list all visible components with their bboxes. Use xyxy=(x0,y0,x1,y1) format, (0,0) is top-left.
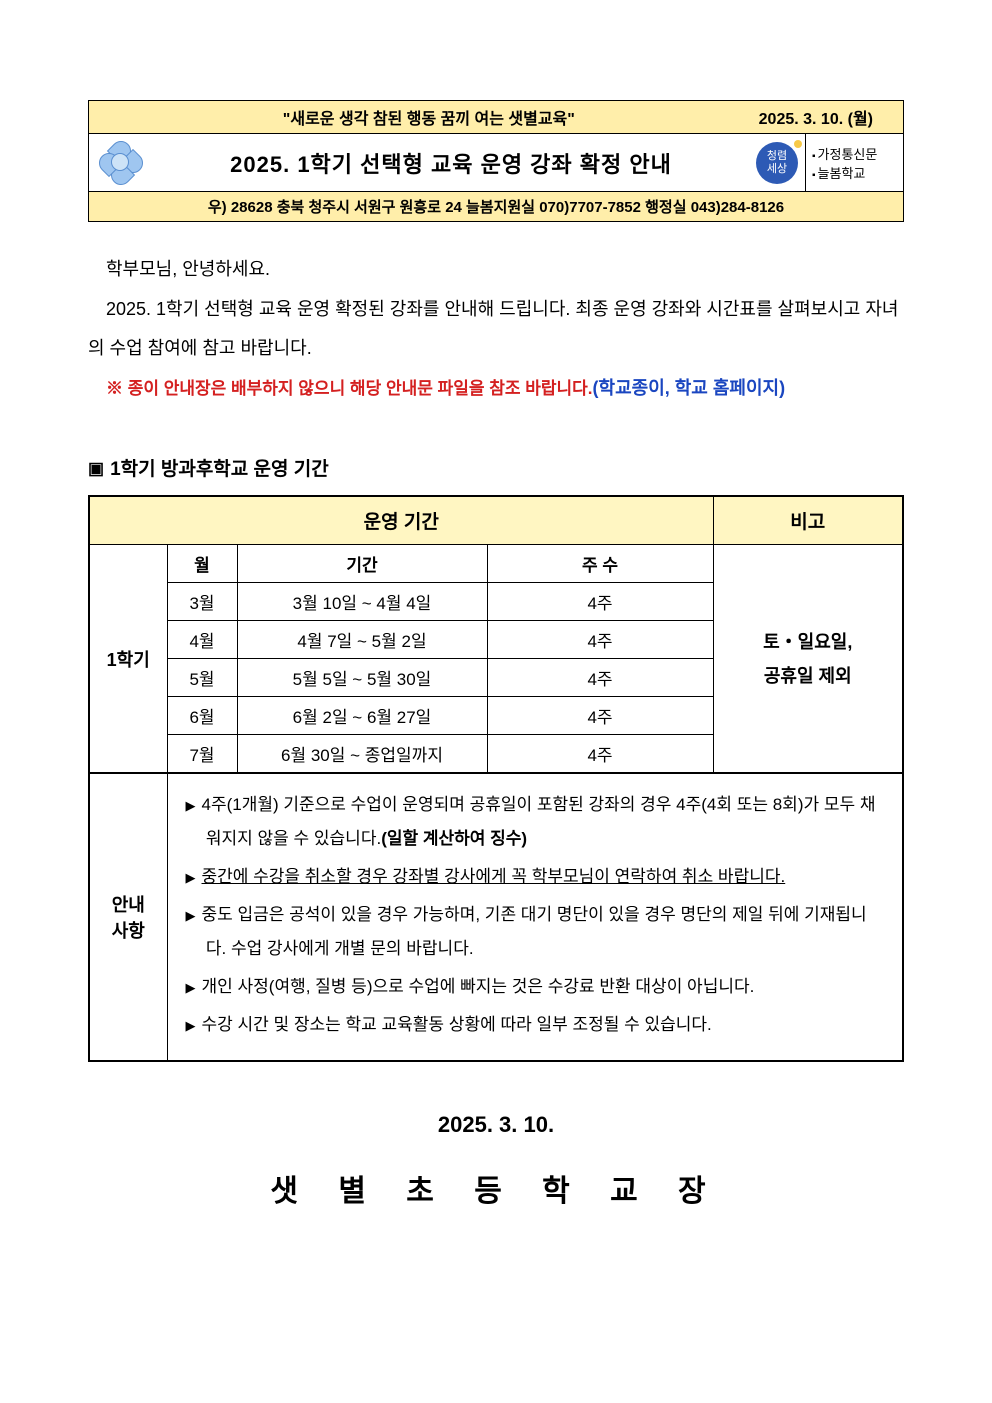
cell-weeks: 4주 xyxy=(487,697,713,735)
address-row: 우) 28628 충북 청주시 서원구 원흥로 24 늘봄지원실 070)770… xyxy=(89,192,903,221)
cell-range: 5월 5일 ~ 5월 30일 xyxy=(237,659,487,697)
footer-date: 2025. 3. 10. xyxy=(88,1112,904,1138)
cell-month: 5월 xyxy=(167,659,237,697)
sub-weeks: 주 수 xyxy=(487,545,713,583)
guide-label: 안내사항 xyxy=(89,773,167,1061)
tag-2: 늘봄학교 xyxy=(812,163,897,182)
guide-item: 수강 시간 및 장소는 학교 교육활동 상황에 따라 일부 조정될 수 있습니다… xyxy=(186,1008,885,1042)
guide-row: 안내사항 4주(1개월) 기준으로 수업이 운영되며 공휴일이 포함된 강좌의 … xyxy=(89,773,903,1061)
notice-red-text: ※ 종이 안내장은 배부하지 않으니 해당 안내문 파일을 참조 바랍니다. xyxy=(106,379,593,398)
letter-header: "새로운 생각 참된 행동 꿈끼 여는 샛별교육" 2025. 3. 10. (… xyxy=(88,100,904,222)
cell-range: 4월 7일 ~ 5월 2일 xyxy=(237,621,487,659)
cell-month: 4월 xyxy=(167,621,237,659)
cell-month: 6월 xyxy=(167,697,237,735)
header-date: 2025. 3. 10. (월) xyxy=(759,105,893,129)
cell-range: 3월 10일 ~ 4월 4일 xyxy=(237,583,487,621)
cell-month: 7월 xyxy=(167,735,237,774)
guide-item: 개인 사정(여행, 질병 등)으로 수업에 빠지는 것은 수강료 반환 대상이 … xyxy=(186,970,885,1004)
guide-item: 4주(1개월) 기준으로 수업이 운영되며 공휴일이 포함된 강좌의 경우 4주… xyxy=(186,788,885,856)
paper-notice: ※ 종이 안내장은 배부하지 않으니 해당 안내문 파일을 참조 바랍니다.(학… xyxy=(88,369,904,409)
stamp-cell: 청렴세상 xyxy=(749,134,805,191)
cell-range: 6월 30일 ~ 종업일까지 xyxy=(237,735,487,774)
section-heading: 1학기 방과후학교 운영 기간 xyxy=(88,454,904,481)
sub-month: 월 xyxy=(167,545,237,583)
slogan-text: "새로운 생각 참된 행동 꿈끼 여는 샛별교육" xyxy=(99,105,759,129)
guide-item: 중간에 수강을 취소할 경우 강좌별 강사에게 꼭 학부모님이 연락하여 취소 … xyxy=(186,860,885,894)
stamp-icon: 청렴세상 xyxy=(756,142,798,184)
body-text: 학부모님, 안녕하세요. 2025. 1학기 선택형 교육 운영 확정된 강좌를… xyxy=(88,250,904,408)
guide-content: 4주(1개월) 기준으로 수업이 운영되며 공휴일이 포함된 강좌의 경우 4주… xyxy=(167,773,903,1061)
guide-item: 중도 입금은 공석이 있을 경우 가능하며, 기존 대기 명단이 있을 경우 명… xyxy=(186,898,885,966)
sub-range: 기간 xyxy=(237,545,487,583)
cell-range: 6월 2일 ~ 6월 27일 xyxy=(237,697,487,735)
cell-weeks: 4주 xyxy=(487,659,713,697)
cell-weeks: 4주 xyxy=(487,583,713,621)
col-note: 비고 xyxy=(713,496,903,545)
document-tags: 가정통신문 늘봄학교 xyxy=(805,134,903,191)
school-logo-cell xyxy=(89,134,153,191)
title-row: 2025. 1학기 선택형 교육 운영 강좌 확정 안내 청렴세상 가정통신문 … xyxy=(89,134,903,192)
flower-icon xyxy=(97,139,145,187)
notice-blue-text: (학교종이, 학교 홈페이지) xyxy=(593,378,786,398)
document-title: 2025. 1학기 선택형 교육 운영 강좌 확정 안내 xyxy=(153,134,749,191)
greeting: 학부모님, 안녕하세요. xyxy=(88,250,904,290)
col-period: 운영 기간 xyxy=(89,496,713,545)
cell-month: 3월 xyxy=(167,583,237,621)
semester-label: 1학기 xyxy=(89,545,167,774)
cell-weeks: 4주 xyxy=(487,621,713,659)
schedule-table: 운영 기간 비고 1학기 월 기간 주 수 토・일요일,공휴일 제외 3월 3월… xyxy=(88,495,904,1062)
table-subheader-row: 1학기 월 기간 주 수 토・일요일,공휴일 제외 xyxy=(89,545,903,583)
footer-signature: 샛 별 초 등 학 교 장 xyxy=(88,1166,904,1210)
cell-weeks: 4주 xyxy=(487,735,713,774)
slogan-row: "새로운 생각 참된 행동 꿈끼 여는 샛별교육" 2025. 3. 10. (… xyxy=(89,101,903,134)
paragraph-1: 2025. 1학기 선택형 교육 운영 확정된 강좌를 안내해 드립니다. 최종… xyxy=(88,290,904,369)
table-header-row: 운영 기간 비고 xyxy=(89,496,903,545)
note-cell: 토・일요일,공휴일 제외 xyxy=(713,545,903,774)
tag-1: 가정통신문 xyxy=(812,144,897,163)
